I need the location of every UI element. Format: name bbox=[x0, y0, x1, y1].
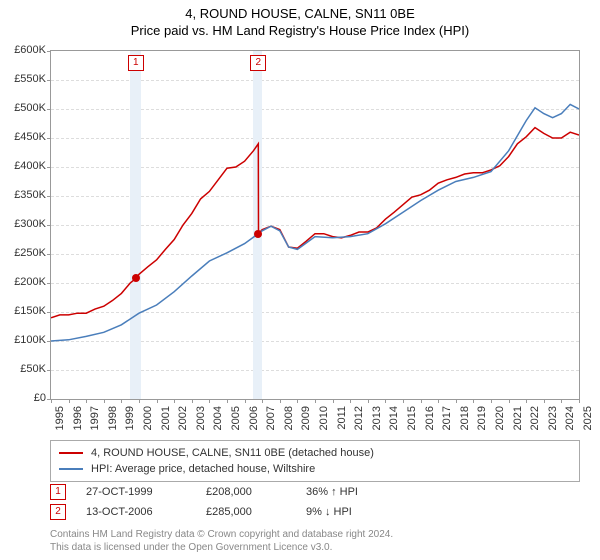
y-axis-label: £500K bbox=[14, 102, 46, 114]
transaction-row: 2 13-OCT-2006 £285,000 9% ↓ HPI bbox=[50, 502, 426, 522]
marker-badge: 1 bbox=[128, 55, 144, 71]
y-axis-label: £250K bbox=[14, 247, 46, 259]
x-axis-label: 2008 bbox=[283, 406, 295, 430]
plot-area: 12 bbox=[50, 50, 580, 400]
y-axis-label: £50K bbox=[20, 363, 46, 375]
chart-area: 12 £0£50K£100K£150K£200K£250K£300K£350K£… bbox=[50, 50, 580, 400]
y-axis-label: £600K bbox=[14, 44, 46, 56]
x-axis-label: 2020 bbox=[494, 406, 506, 430]
x-axis-label: 2016 bbox=[424, 406, 436, 430]
x-axis-label: 2011 bbox=[336, 406, 348, 430]
transaction-date: 27-OCT-1999 bbox=[86, 486, 206, 498]
y-axis-label: £550K bbox=[14, 73, 46, 85]
x-axis-label: 1997 bbox=[89, 406, 101, 430]
x-axis-label: 2013 bbox=[371, 406, 383, 430]
transaction-row: 1 27-OCT-1999 £208,000 36% ↑ HPI bbox=[50, 482, 426, 502]
chart-container: 4, ROUND HOUSE, CALNE, SN11 0BE Price pa… bbox=[0, 0, 600, 560]
x-axis-label: 1996 bbox=[72, 406, 84, 430]
x-axis-label: 2009 bbox=[300, 406, 312, 430]
x-axis-label: 1995 bbox=[54, 406, 66, 430]
y-axis-label: £450K bbox=[14, 131, 46, 143]
x-axis-label: 2017 bbox=[441, 406, 453, 430]
transaction-badge: 1 bbox=[50, 484, 66, 500]
transaction-badge: 2 bbox=[50, 504, 66, 520]
x-axis-label: 2010 bbox=[318, 406, 330, 430]
y-axis-label: £0 bbox=[34, 392, 46, 404]
y-axis-label: £150K bbox=[14, 305, 46, 317]
x-axis-label: 2003 bbox=[195, 406, 207, 430]
marker-dot bbox=[254, 230, 262, 238]
transaction-table: 1 27-OCT-1999 £208,000 36% ↑ HPI 2 13-OC… bbox=[50, 482, 426, 522]
legend-item: HPI: Average price, detached house, Wilt… bbox=[59, 461, 571, 477]
legend-swatch bbox=[59, 452, 83, 454]
x-axis-label: 2001 bbox=[160, 406, 172, 430]
x-axis-label: 1999 bbox=[124, 406, 136, 430]
x-axis-label: 2022 bbox=[529, 406, 541, 430]
x-axis-label: 2007 bbox=[265, 406, 277, 430]
x-axis-label: 2005 bbox=[230, 406, 242, 430]
marker-badge: 2 bbox=[250, 55, 266, 71]
x-axis-label: 2021 bbox=[512, 406, 524, 430]
x-axis-label: 2004 bbox=[212, 406, 224, 430]
x-axis-label: 2019 bbox=[476, 406, 488, 430]
transaction-price: £285,000 bbox=[206, 506, 306, 518]
x-axis-label: 2023 bbox=[547, 406, 559, 430]
x-axis-label: 1998 bbox=[107, 406, 119, 430]
marker-dot bbox=[132, 274, 140, 282]
footer-line: This data is licensed under the Open Gov… bbox=[50, 541, 393, 554]
transaction-date: 13-OCT-2006 bbox=[86, 506, 206, 518]
x-axis-label: 2002 bbox=[177, 406, 189, 430]
line-svg bbox=[51, 51, 579, 399]
x-axis-label: 2012 bbox=[353, 406, 365, 430]
x-axis-label: 2015 bbox=[406, 406, 418, 430]
transaction-delta: 36% ↑ HPI bbox=[306, 486, 426, 498]
x-axis-label: 2014 bbox=[388, 406, 400, 430]
y-axis-label: £400K bbox=[14, 160, 46, 172]
series-line bbox=[51, 104, 579, 341]
title-block: 4, ROUND HOUSE, CALNE, SN11 0BE Price pa… bbox=[0, 0, 600, 38]
legend: 4, ROUND HOUSE, CALNE, SN11 0BE (detache… bbox=[50, 440, 580, 482]
y-axis-label: £300K bbox=[14, 218, 46, 230]
transaction-delta: 9% ↓ HPI bbox=[306, 506, 426, 518]
transaction-price: £208,000 bbox=[206, 486, 306, 498]
legend-label: 4, ROUND HOUSE, CALNE, SN11 0BE (detache… bbox=[91, 447, 374, 459]
series-line bbox=[51, 128, 579, 318]
legend-swatch bbox=[59, 468, 83, 470]
x-axis-label: 2018 bbox=[459, 406, 471, 430]
footer-line: Contains HM Land Registry data © Crown c… bbox=[50, 528, 393, 541]
x-axis-label: 2024 bbox=[564, 406, 576, 430]
y-axis-label: £350K bbox=[14, 189, 46, 201]
legend-label: HPI: Average price, detached house, Wilt… bbox=[91, 463, 315, 475]
x-axis-label: 2025 bbox=[582, 406, 594, 430]
title-address: 4, ROUND HOUSE, CALNE, SN11 0BE bbox=[0, 6, 600, 21]
x-axis-label: 2000 bbox=[142, 406, 154, 430]
legend-item: 4, ROUND HOUSE, CALNE, SN11 0BE (detache… bbox=[59, 445, 571, 461]
footer: Contains HM Land Registry data © Crown c… bbox=[50, 528, 393, 554]
y-axis-label: £200K bbox=[14, 276, 46, 288]
x-axis-label: 2006 bbox=[248, 406, 260, 430]
title-subtitle: Price paid vs. HM Land Registry's House … bbox=[0, 23, 600, 38]
y-axis-label: £100K bbox=[14, 334, 46, 346]
